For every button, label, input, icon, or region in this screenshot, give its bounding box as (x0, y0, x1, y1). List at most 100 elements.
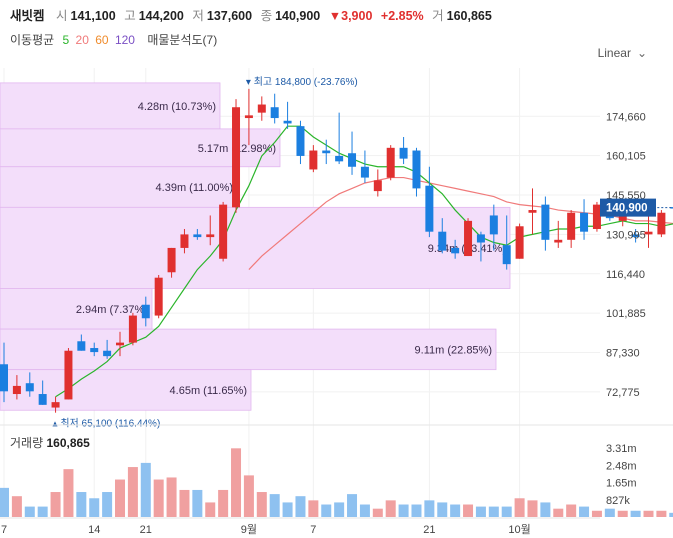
x-tick-label: 9월 (241, 523, 257, 536)
candle-body (244, 115, 253, 119)
ma-20[interactable]: 20 (75, 33, 89, 47)
volume-bar (76, 492, 87, 517)
volume-bar (604, 508, 615, 517)
ma-5[interactable]: 5 (62, 33, 70, 47)
volume-bar (488, 506, 499, 517)
ma-legend[interactable]: 이동평균 5 20 60 120 매물분석도(7) (10, 31, 222, 48)
stock-name: 새빗켐 (10, 9, 45, 23)
candle-body (322, 150, 331, 154)
volume-bar (308, 500, 319, 517)
volume-bar (102, 492, 113, 517)
x-tick-label: 7 (1, 524, 7, 536)
high-label: 고 (124, 9, 136, 23)
open-value: 141,100 (70, 9, 116, 23)
volume-bar (269, 494, 280, 517)
open-label: 시 (56, 9, 68, 23)
candle-body (296, 126, 305, 156)
volume-bar (334, 502, 345, 517)
candle-body (0, 364, 8, 392)
volume-profile-band (0, 82, 221, 130)
candle-body (257, 104, 266, 113)
volume-legend: 거래량 160,865 (10, 434, 90, 451)
volume-bar (411, 504, 422, 517)
ma-60[interactable]: 60 (95, 33, 109, 47)
candle-body (592, 204, 601, 229)
volume-bar (617, 510, 628, 517)
candle-body (283, 120, 292, 124)
candle-body (180, 234, 189, 248)
quote-header: 새빗켐 시 141,100 고 144,200 저 137,600 종 140,900 … (10, 5, 497, 23)
candle-body (373, 180, 382, 192)
volume-bar (166, 477, 177, 517)
candle-body (64, 350, 73, 400)
volume-bar (643, 510, 654, 517)
volume-tick-label: 1.65m (606, 478, 637, 490)
volume-title: 거래량 (10, 436, 44, 450)
volume-bar (475, 506, 486, 517)
candle-body (476, 234, 485, 243)
volume-profile-band (0, 288, 153, 330)
volume-bar (205, 502, 216, 517)
candle-body (51, 402, 60, 408)
volume-bar (231, 448, 242, 517)
candle-body (670, 207, 673, 209)
x-tick-label: 21 (140, 524, 152, 536)
last-price-label: 140,900 (606, 203, 648, 215)
y-tick-label: 174,660 (606, 111, 646, 123)
candle-body (657, 212, 666, 235)
volume-bar (321, 504, 332, 517)
change-value: ▼3,900 (328, 9, 373, 23)
volume-bar (359, 504, 370, 517)
close-label: 종 (260, 9, 273, 23)
volume-profile-band (0, 206, 511, 289)
x-tick-label: 10월 (508, 523, 530, 536)
volume-bar (424, 500, 435, 517)
candle-body (25, 383, 34, 392)
candle-body (399, 147, 408, 159)
candle-body (12, 385, 21, 395)
volume-bar (11, 496, 22, 517)
ma-label: 이동평균 (10, 33, 55, 47)
volume-bar (153, 479, 164, 517)
y-tick-label: 87,330 (606, 348, 640, 360)
candle-body (412, 150, 421, 189)
candle-body (141, 304, 150, 319)
volume-label: 거 (432, 9, 444, 23)
candle-body (38, 394, 47, 405)
low-value: 137,600 (206, 9, 253, 23)
volume-bar (37, 506, 48, 517)
volume-bar (656, 510, 667, 517)
ma-120[interactable]: 120 (114, 33, 135, 47)
volume-profile-label: 9.11m (22.85%) (415, 344, 492, 356)
last-price-tag (600, 198, 656, 217)
volume-profile-label: 2.94m (7.37%) (76, 304, 148, 316)
candle-body (438, 231, 447, 251)
volume-bar (115, 479, 126, 517)
volume-profile-toggle[interactable]: 매물분석도(7) (147, 33, 218, 47)
volume-current: 160,865 (46, 436, 90, 450)
volume-bar (295, 496, 306, 517)
volume-profile-label: 4.28m (10.73%) (138, 101, 216, 113)
volume-bar (540, 502, 551, 517)
candle-body (360, 166, 369, 178)
volume-bar (63, 469, 74, 517)
y-tick-label: 72,775 (606, 387, 640, 399)
volume-bar (256, 492, 267, 517)
volume-bar (243, 475, 254, 517)
y-tick-label: 130,995 (606, 229, 646, 241)
scale-selector[interactable]: Linear ⌄ (598, 46, 647, 60)
volume-bar (192, 489, 203, 517)
volume-bar (437, 502, 448, 517)
candle-body (425, 185, 434, 232)
y-tick-label: 160,105 (606, 151, 646, 163)
high-value: 144,200 (138, 9, 184, 23)
volume-bar (282, 502, 293, 517)
low-label: 저 (192, 9, 204, 23)
candle-body (489, 215, 498, 235)
candle-body (219, 204, 228, 259)
candle-body (580, 212, 589, 232)
high-marker: ▾ 최고 184,800 (-23.76%) (246, 76, 358, 88)
volume-bar (566, 504, 577, 517)
candle-body (154, 277, 163, 316)
